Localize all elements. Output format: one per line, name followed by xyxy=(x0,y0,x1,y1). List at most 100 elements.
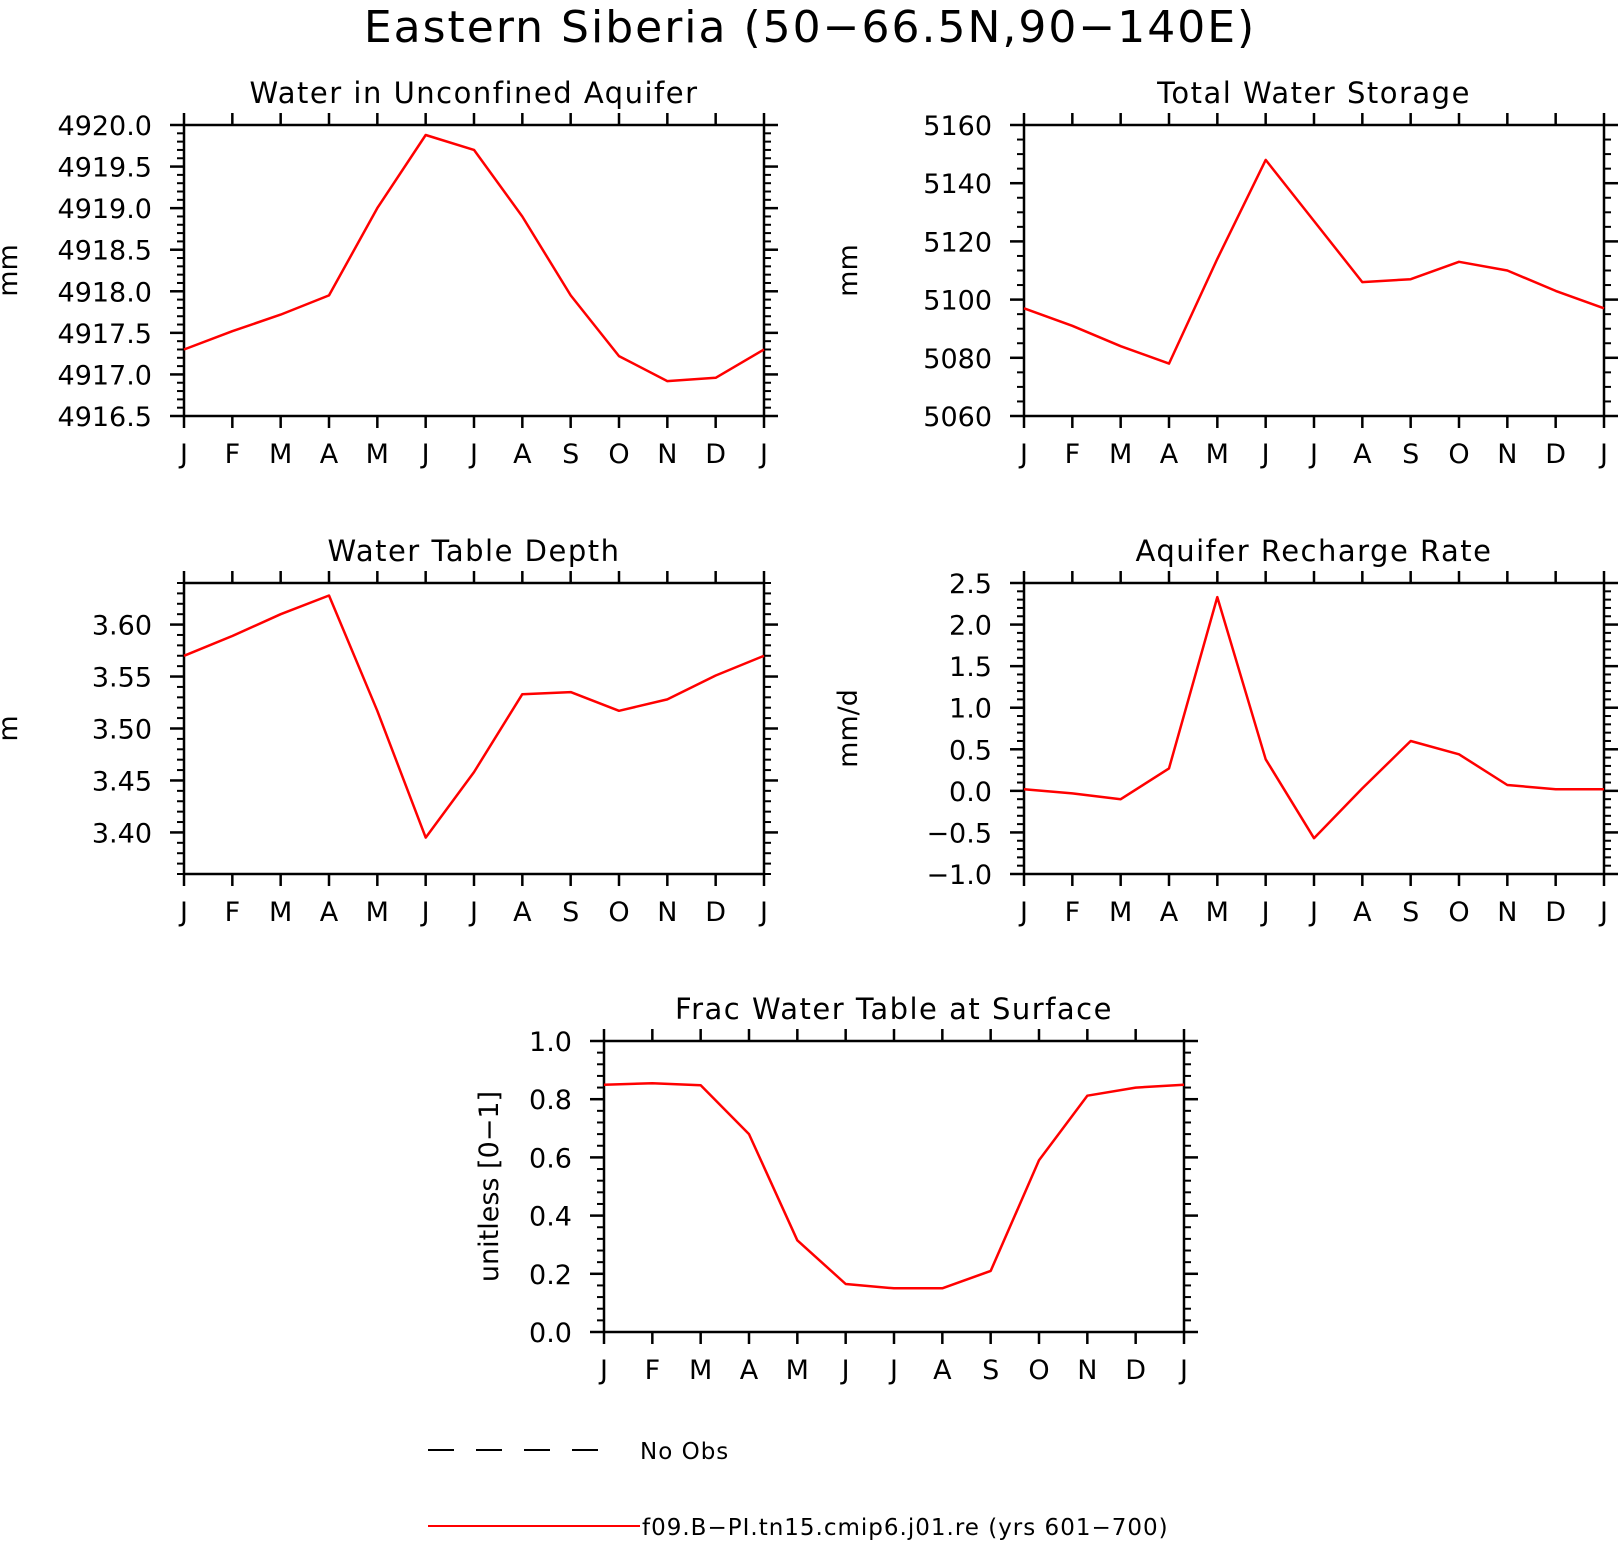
x-tick-label: A xyxy=(1353,897,1372,928)
x-tick-label: J xyxy=(598,1355,608,1386)
x-tick-label: F xyxy=(1065,439,1081,470)
x-tick-label: J xyxy=(1598,897,1608,928)
y-tick-label: 3.50 xyxy=(92,715,152,746)
y-tick-label: 4917.0 xyxy=(58,360,152,391)
y-axis-label: mm xyxy=(0,244,24,297)
x-tick-label: N xyxy=(1497,897,1517,928)
y-tick-label: 0.4 xyxy=(529,1202,572,1233)
y-tick-label: 4917.5 xyxy=(58,319,152,350)
y-tick-label: 1.0 xyxy=(529,1027,572,1058)
y-tick-label: −0.5 xyxy=(926,818,992,849)
x-tick-label: O xyxy=(1448,439,1469,470)
x-tick-label: M xyxy=(269,439,292,470)
x-tick-label: J xyxy=(1018,897,1028,928)
series-line xyxy=(1023,158,1605,365)
y-tick-label: 2.0 xyxy=(949,611,992,642)
series-line xyxy=(183,133,765,383)
plot-frame xyxy=(1022,123,1606,418)
x-tick-label: O xyxy=(608,439,629,470)
y-tick-label: 4918.0 xyxy=(58,277,152,308)
x-tick-label: F xyxy=(225,439,241,470)
x-tick-label: J xyxy=(1308,439,1318,470)
x-tick-label: A xyxy=(1353,439,1372,470)
x-tick-label: A xyxy=(1160,439,1179,470)
plot-frame xyxy=(182,123,766,418)
series-line xyxy=(1023,595,1604,840)
y-tick-label: 1.5 xyxy=(949,652,992,683)
x-tick-label: S xyxy=(982,1355,999,1386)
x-tick-label: D xyxy=(705,439,726,470)
x-tick-label: S xyxy=(562,897,579,928)
series-line xyxy=(603,1081,1185,1290)
x-tick-label: F xyxy=(225,897,241,928)
x-tick-label: M xyxy=(366,897,389,928)
x-tick-label: M xyxy=(1206,897,1229,928)
x-tick-label: J xyxy=(758,439,768,470)
x-tick-label: J xyxy=(840,1355,850,1386)
x-tick-label: N xyxy=(1497,439,1517,470)
figure-title: Eastern Siberia (50−66.5N,90−140E) xyxy=(364,2,1256,53)
y-axis-label: unitless [0−1] xyxy=(474,1091,505,1282)
y-tick-label: 4918.5 xyxy=(58,236,152,267)
x-tick-label: A xyxy=(320,439,339,470)
x-tick-label: J xyxy=(1598,439,1608,470)
panel-title: Total Water Storage xyxy=(1156,76,1471,110)
y-tick-label: 0.6 xyxy=(529,1143,572,1174)
x-tick-label: O xyxy=(1448,897,1469,928)
x-tick-label: J xyxy=(888,1355,898,1386)
y-tick-label: 4919.5 xyxy=(58,153,152,184)
x-tick-label: O xyxy=(1028,1355,1049,1386)
y-axis-label: mm xyxy=(833,244,864,297)
x-tick-label: M xyxy=(1206,439,1229,470)
x-tick-label: O xyxy=(608,897,629,928)
x-tick-label: S xyxy=(562,439,579,470)
y-tick-label: 3.40 xyxy=(92,818,152,849)
y-tick-label: 5140 xyxy=(923,169,992,200)
x-tick-label: A xyxy=(1160,897,1179,928)
legend: No Obs f09.B−PI.tn15.cmip6.j01.re (yrs 6… xyxy=(428,1439,1169,1541)
plot-frame xyxy=(182,581,766,876)
x-tick-label: S xyxy=(1402,897,1419,928)
y-axis-label: m xyxy=(0,715,24,741)
y-tick-label: 5080 xyxy=(923,344,992,375)
x-tick-label: D xyxy=(1545,897,1566,928)
y-tick-label: 0.2 xyxy=(529,1260,572,1291)
y-tick-label: 5060 xyxy=(923,402,992,433)
x-tick-label: J xyxy=(178,439,188,470)
x-tick-label: J xyxy=(420,439,430,470)
x-tick-label: A xyxy=(933,1355,952,1386)
x-tick-label: J xyxy=(1260,439,1270,470)
x-tick-label: M xyxy=(786,1355,809,1386)
x-tick-label: M xyxy=(366,439,389,470)
y-tick-label: 0.0 xyxy=(949,777,992,808)
x-tick-label: J xyxy=(468,897,478,928)
y-tick-label: 0.0 xyxy=(529,1318,572,1349)
x-tick-label: D xyxy=(1545,439,1566,470)
x-tick-label: F xyxy=(1065,897,1081,928)
legend-label-no-obs: No Obs xyxy=(640,1439,729,1465)
y-tick-label: 0.8 xyxy=(529,1085,572,1116)
x-tick-label: M xyxy=(689,1355,712,1386)
panel-title: Water in Unconfined Aquifer xyxy=(249,76,698,110)
legend-label-model: f09.B−PI.tn15.cmip6.j01.re (yrs 601−700) xyxy=(642,1515,1169,1541)
y-tick-label: 2.5 xyxy=(949,569,992,600)
x-tick-label: J xyxy=(178,897,188,928)
x-tick-label: J xyxy=(1260,897,1270,928)
x-tick-label: N xyxy=(1077,1355,1097,1386)
y-tick-label: −1.0 xyxy=(926,860,992,891)
y-tick-label: 1.0 xyxy=(949,694,992,725)
x-tick-label: J xyxy=(758,897,768,928)
x-tick-label: J xyxy=(1308,897,1318,928)
x-tick-label: J xyxy=(468,439,478,470)
x-tick-label: A xyxy=(513,897,532,928)
x-tick-label: D xyxy=(705,897,726,928)
x-tick-label: A xyxy=(740,1355,759,1386)
y-tick-label: 4920.0 xyxy=(58,111,152,142)
y-tick-label: 4916.5 xyxy=(58,402,152,433)
x-tick-label: M xyxy=(269,897,292,928)
